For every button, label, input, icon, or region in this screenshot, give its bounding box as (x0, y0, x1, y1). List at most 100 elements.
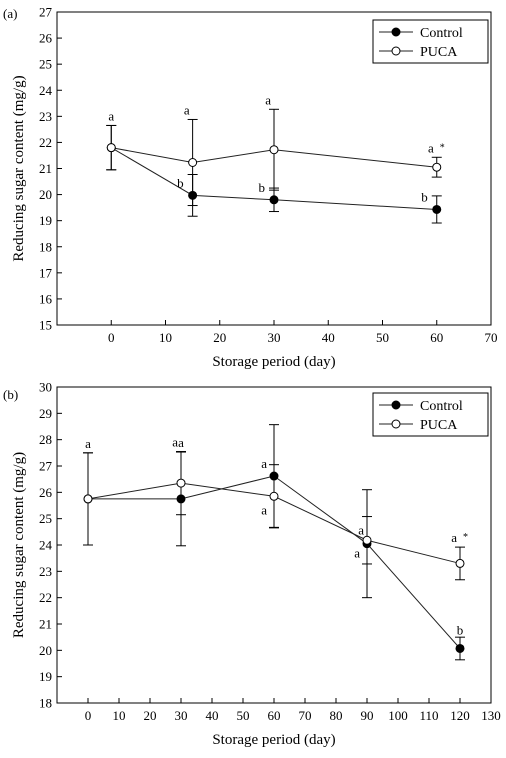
x-tick-label: 60 (268, 708, 281, 723)
y-axis-label: Reducing sugar content (mg/g) (11, 452, 27, 638)
x-tick-label: 10 (113, 708, 126, 723)
x-axis-label: Storage period (day) (212, 354, 335, 370)
panel-label: (b) (3, 387, 18, 402)
series-line-puca (111, 147, 437, 168)
y-tick-label: 19 (39, 669, 52, 684)
significance-letter: a (358, 522, 364, 537)
data-point-puca (362, 535, 372, 545)
x-tick-label: 130 (481, 708, 501, 723)
x-tick-label: 10 (159, 330, 172, 345)
data-point-control (176, 494, 186, 504)
legend-entry: Control (420, 399, 463, 414)
x-tick-label: 50 (237, 708, 250, 723)
legend-box (372, 392, 489, 437)
y-tick-label: 26 (39, 31, 53, 46)
significance-letter: a (451, 530, 457, 545)
y-tick-label: 21 (39, 617, 52, 632)
legend-box (372, 19, 489, 64)
y-tick-label: 18 (39, 696, 52, 711)
series-line-control (110, 147, 437, 210)
significance-letter: a (265, 92, 271, 107)
data-point-puca (83, 494, 93, 504)
x-tick-label: 70 (299, 708, 312, 723)
y-tick-label: 17 (39, 265, 53, 280)
y-tick-label: 20 (39, 187, 52, 202)
x-tick-label: 110 (419, 708, 438, 723)
x-tick-label: 40 (206, 708, 219, 723)
y-tick-label: 25 (39, 57, 52, 72)
significance-letter: b (177, 175, 184, 190)
x-tick-label: 120 (450, 708, 470, 723)
y-tick-label: 24 (39, 538, 53, 553)
significance-letter: b (457, 622, 464, 637)
data-point-control (269, 471, 279, 481)
significance-letter: b (259, 180, 266, 195)
legend-marker (391, 27, 401, 37)
x-tick-label: 0 (85, 708, 92, 723)
legend: Control PUCA (372, 392, 489, 437)
x-tick-label: 90 (361, 708, 374, 723)
significance-letter: b (421, 189, 428, 204)
significance-letter: a (85, 436, 91, 451)
legend: Control PUCA (372, 19, 489, 64)
x-tick-label: 30 (268, 330, 281, 345)
data-point-puca (269, 491, 279, 501)
y-tick-label: 25 (39, 511, 52, 526)
data-point-puca (455, 558, 465, 568)
y-tick-label: 28 (39, 432, 52, 447)
significance-letter: a (261, 502, 267, 517)
significance-letter: a (428, 140, 434, 155)
significance-letter: a (354, 546, 360, 561)
y-tick-label: 27 (39, 459, 53, 474)
significance-star: * (463, 532, 468, 543)
x-tick-label: 50 (376, 330, 389, 345)
legend-marker (391, 46, 401, 56)
chart-panel-a: (a) 0 10 20 30 40 50 60 70 15 16 17 18 19 20 21 22 23 24 25… (3, 5, 498, 371)
y-tick-label: 18 (39, 239, 52, 254)
chart-panel-b: (b) 0 10 20 30 40 50 60 70 80 90 100 110 120 130 18 19 20… (3, 380, 501, 749)
y-tick-label: 23 (39, 564, 52, 579)
panel-label: (a) (3, 6, 17, 21)
data-point-puca (188, 158, 198, 168)
x-tick-label: 0 (108, 330, 115, 345)
data-point-puca (269, 145, 279, 155)
y-tick-label: 19 (39, 213, 52, 228)
y-tick-label: 29 (39, 406, 52, 421)
data-point-puca (176, 478, 186, 488)
significance-letter: a (178, 435, 184, 450)
y-tick-label: 22 (39, 590, 52, 605)
y-tick-label: 27 (39, 5, 53, 20)
significance-letter: a (184, 102, 190, 117)
data-point-control (432, 204, 442, 214)
legend-entry: PUCA (420, 45, 458, 60)
y-tick-label: 20 (39, 643, 52, 658)
data-point-control (269, 195, 279, 205)
y-tick-label: 24 (39, 83, 53, 98)
x-tick-label: 30 (175, 708, 188, 723)
legend-marker (391, 419, 401, 429)
y-axis-label: Reducing sugar content (mg/g) (11, 75, 27, 261)
data-point-puca (432, 162, 442, 172)
y-tick-label: 22 (39, 135, 52, 150)
y-tick-label: 26 (39, 485, 53, 500)
x-axis-label: Storage period (day) (212, 732, 335, 748)
x-tick-label: 20 (213, 330, 226, 345)
y-tick-label: 15 (39, 318, 52, 333)
significance-star: * (440, 142, 445, 153)
x-tick-label: 60 (430, 330, 443, 345)
y-tick-label: 21 (39, 161, 52, 176)
legend-entry: PUCA (420, 418, 458, 433)
x-tick-label: 20 (144, 708, 157, 723)
legend-entry: Control (420, 26, 463, 41)
y-tick-label: 23 (39, 109, 52, 124)
y-tick-label: 16 (39, 291, 53, 306)
data-point-puca (106, 143, 116, 153)
x-tick-label: 80 (330, 708, 343, 723)
y-tick-label: 30 (39, 380, 52, 395)
x-tick-label: 100 (388, 708, 408, 723)
data-point-control (455, 643, 465, 653)
significance-letter: a (261, 456, 267, 471)
significance-letter: a (108, 108, 114, 123)
x-tick-label: 40 (322, 330, 335, 345)
